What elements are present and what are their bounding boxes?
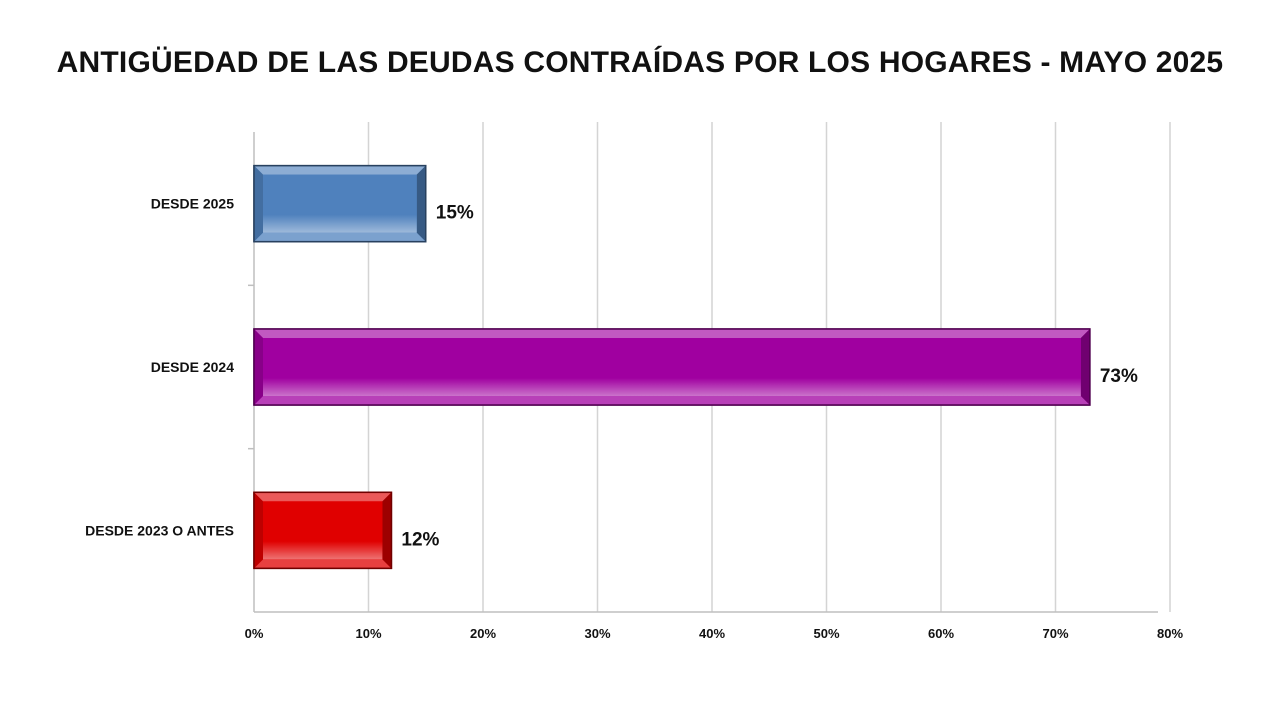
x-tick-label: 10% (355, 626, 381, 641)
x-tick-label: 60% (928, 626, 954, 641)
x-tick-label: 50% (813, 626, 839, 641)
x-tick-label: 70% (1042, 626, 1068, 641)
labels: 0% 10% 20% 30% 40% 50% 60% 70% 80% DESDE 2025 15% D… (85, 196, 1183, 641)
x-tick-label: 0% (245, 626, 264, 641)
x-tick-label: 30% (584, 626, 610, 641)
data-label: 73% (1100, 366, 1138, 387)
bar-bevel-bottom (254, 559, 392, 569)
bar (253, 328, 1091, 406)
bar-bevel-top (254, 329, 1090, 338)
bar-bevel-top (254, 492, 392, 502)
x-tick-label: 40% (699, 626, 725, 641)
bar-outline (253, 491, 393, 570)
bar-bevel-right (416, 165, 426, 242)
bar-bevel-bottom (254, 396, 1090, 405)
bar-bevel-right (382, 492, 392, 569)
bar-face-shine (263, 378, 1081, 396)
bar-face-shine (263, 214, 417, 233)
bar-bevel-bottom (254, 232, 426, 242)
category-label: DESDE 2023 O ANTES (85, 522, 234, 538)
bar-face-shine (263, 541, 383, 560)
bar-outline (253, 328, 1091, 406)
x-tick-label: 20% (470, 626, 496, 641)
bars (253, 164, 1091, 570)
data-label: 12% (401, 529, 439, 550)
x-tick-label: 80% (1157, 626, 1183, 641)
bar-bevel-left (254, 165, 263, 242)
bar-bevel-top (254, 165, 426, 175)
category-label: DESDE 2025 (151, 196, 234, 212)
bar-bevel-right (1080, 329, 1090, 405)
bar (253, 491, 393, 570)
category-label: DESDE 2024 (151, 359, 234, 375)
bar-outline (253, 164, 427, 243)
bar-bevel-left (254, 492, 263, 569)
bar (253, 164, 427, 243)
chart-title: ANTIGÜEDAD DE LAS DEUDAS CONTRAÍDAS POR … (56, 46, 1224, 79)
data-label: 15% (436, 203, 474, 224)
bar-bevel-left (254, 329, 263, 405)
